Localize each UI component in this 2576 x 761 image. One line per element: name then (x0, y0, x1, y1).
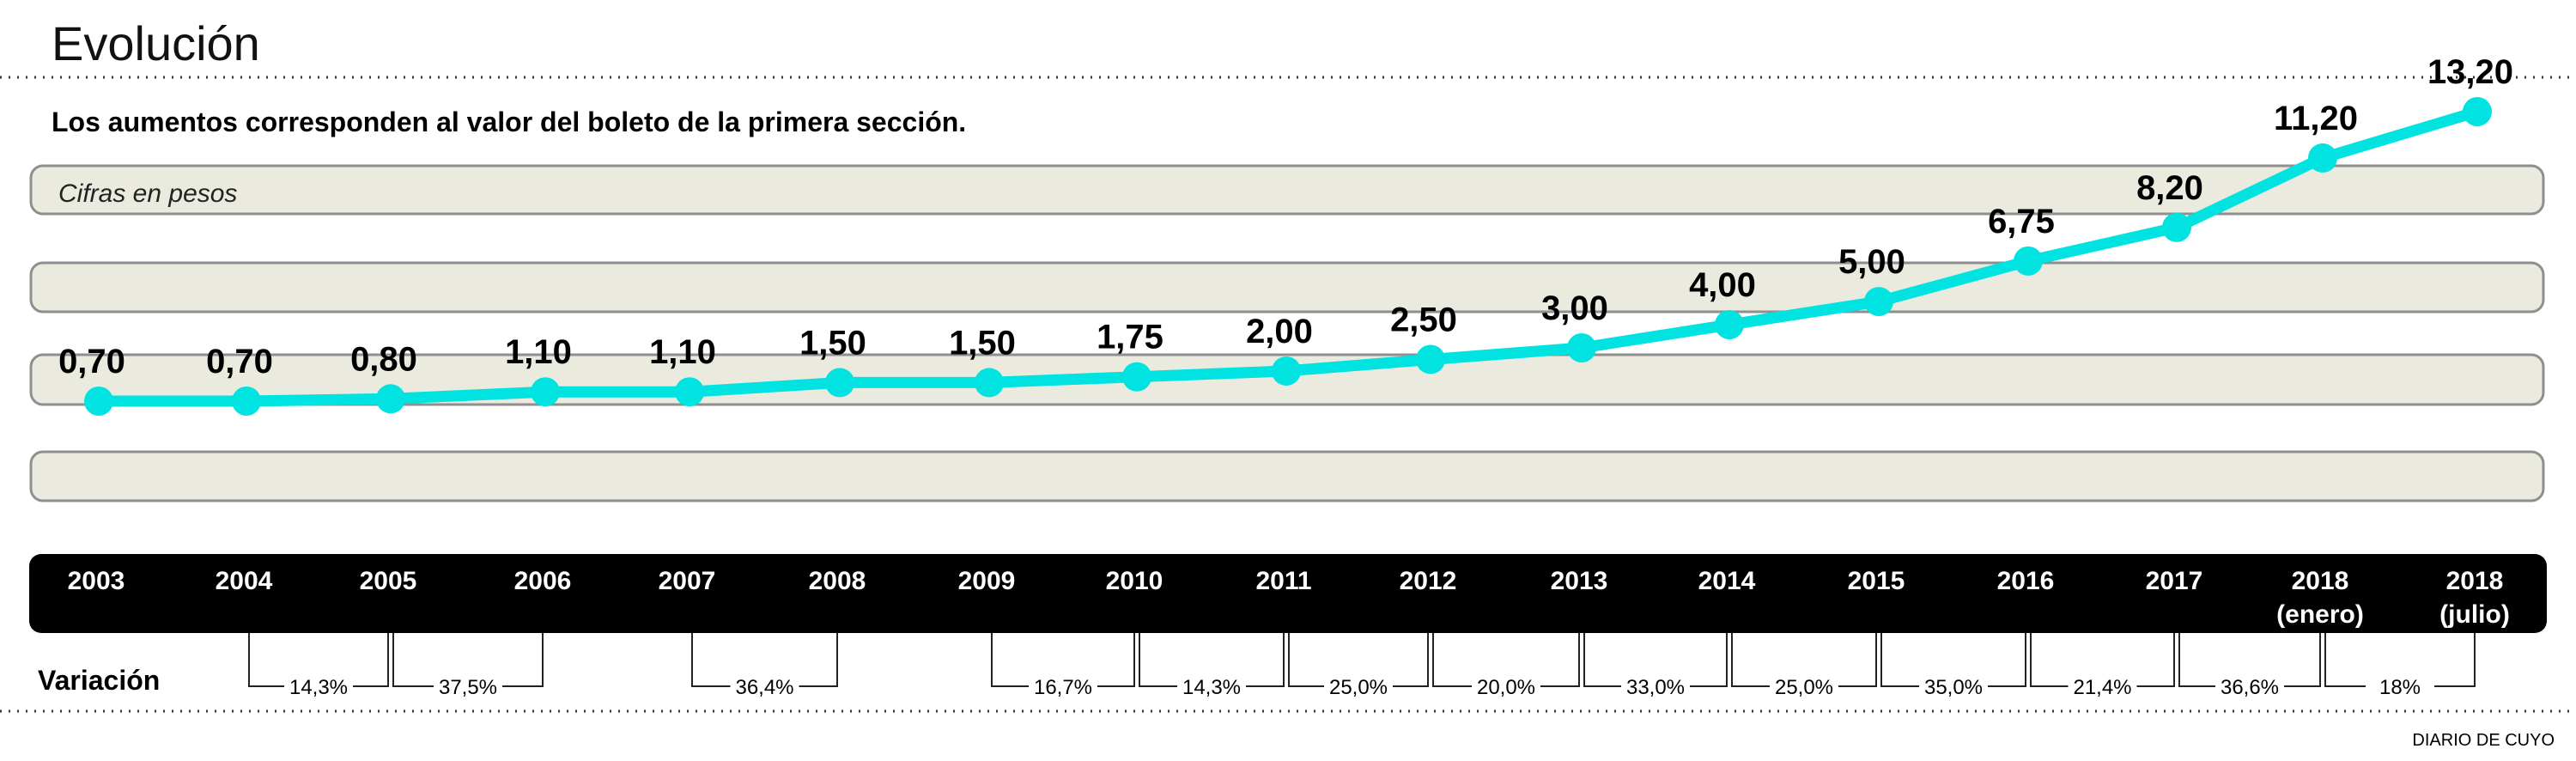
variation-label-bg (1472, 678, 1540, 695)
variation-value: 25,0% (1329, 676, 1388, 699)
variation-value: 16,7% (1034, 676, 1092, 699)
year-label: 2018 (2446, 567, 2504, 595)
variation-label-bg (1324, 678, 1393, 695)
data-point (825, 368, 854, 398)
data-label: 13,20 (2427, 53, 2513, 91)
variation-value: 35,0% (1924, 676, 1983, 699)
data-label: 1,50 (799, 324, 866, 362)
data-point (1864, 287, 1893, 317)
year-label: 2017 (2146, 567, 2203, 595)
year-label: 2016 (1997, 567, 2055, 595)
year-labels: 2003 2004 2005 2006 2007 2008 2009 2010 2011 2012… (68, 567, 2510, 629)
data-point (84, 387, 113, 416)
data-point (675, 377, 704, 407)
data-label: 0,70 (206, 343, 273, 380)
year-label: 2005 (360, 567, 417, 595)
year-label: 2008 (809, 567, 866, 595)
variation-brackets: 14,3% 37,5% 36,4% 16,7% 14,3% 25,0% 20,0% 33,0%… (248, 633, 2476, 699)
data-point (2014, 246, 2043, 276)
variation-value: 25,0% (1775, 676, 1833, 699)
year-label: 2003 (68, 567, 125, 595)
grid-band (29, 450, 2545, 502)
data-point (1122, 362, 1151, 392)
variation-label-bg (284, 678, 353, 695)
year-bar (29, 554, 2547, 633)
data-label: 2,00 (1246, 313, 1313, 350)
grid-band (29, 261, 2545, 314)
year-label: 2015 (1848, 567, 1905, 595)
variation-value: 36,6% (2221, 676, 2279, 699)
year-label: 2014 (1698, 567, 1756, 595)
subtitle: Los aumentos corresponden al valor del b… (52, 107, 966, 137)
variation-value: 37,5% (439, 676, 497, 699)
source-credit: DIARIO DE CUYO (2412, 731, 2555, 750)
year-label: 2011 (1255, 567, 1311, 595)
variation-value: 14,3% (289, 676, 348, 699)
data-point (531, 377, 560, 407)
variation-value: 36,4% (735, 676, 793, 699)
variation-label-bg (1177, 678, 1246, 695)
year-label: 2012 (1400, 567, 1457, 595)
data-point (232, 387, 261, 416)
data-label: 11,20 (2274, 100, 2358, 137)
variation-label-bg (1919, 678, 1988, 695)
data-point (1715, 310, 1744, 340)
chart-title: Evolución (52, 16, 260, 70)
variation-label-bg (434, 678, 502, 695)
year-label: 2013 (1551, 567, 1608, 595)
variation-value: 18% (2379, 676, 2421, 699)
variation-value: 21,4% (2073, 676, 2131, 699)
data-label: 2,50 (1390, 301, 1457, 338)
year-label: 2006 (514, 567, 572, 595)
data-label: 4,00 (1689, 266, 1756, 304)
data-label: 1,10 (649, 333, 716, 371)
series-line: 0,70 0,70 0,80 1,10 1,10 1,50 1,50 1,75 2,00 2,50… (58, 53, 2513, 416)
variation-label-bg (2366, 678, 2434, 695)
data-point (1416, 344, 1445, 374)
variation-value: 20,0% (1477, 676, 1535, 699)
variation-value: 33,0% (1626, 676, 1685, 699)
data-point (2162, 212, 2191, 242)
year-label: 2010 (1106, 567, 1163, 595)
year-note: (enero) (2276, 600, 2364, 629)
unit-note: Cifras en pesos (58, 180, 237, 208)
data-label: 0,80 (350, 340, 417, 378)
grid-band (29, 164, 2545, 216)
year-label: 2007 (659, 567, 716, 595)
data-label: 6,75 (1988, 203, 2055, 240)
variation-value: 14,3% (1182, 676, 1241, 699)
data-label: 3,00 (1541, 289, 1608, 327)
data-label: 8,20 (2136, 169, 2203, 207)
variation-label-bg (730, 678, 799, 695)
year-label: 2018 (2292, 567, 2349, 595)
variation-label-bg (2068, 678, 2137, 695)
data-label: 1,10 (505, 333, 572, 371)
data-point (2463, 97, 2492, 126)
variation-label-bg (1621, 678, 1690, 695)
data-label: 1,50 (949, 324, 1016, 362)
year-label: 2004 (216, 567, 273, 595)
year-label: 2009 (958, 567, 1016, 595)
year-note: (julio) (2439, 600, 2510, 629)
data-point (2308, 143, 2337, 173)
data-label: 0,70 (58, 343, 125, 380)
data-label: 5,00 (1838, 243, 1905, 281)
data-point (1567, 332, 1596, 362)
variation-label-bg (2215, 678, 2284, 695)
grid-bands (29, 164, 2545, 502)
variation-label-bg (1029, 678, 1097, 695)
data-point (1272, 356, 1301, 386)
data-point (975, 368, 1004, 398)
data-label: 1,75 (1097, 319, 1163, 356)
data-point (376, 384, 405, 414)
variation-label: Variación (38, 665, 160, 696)
variation-label-bg (1770, 678, 1838, 695)
